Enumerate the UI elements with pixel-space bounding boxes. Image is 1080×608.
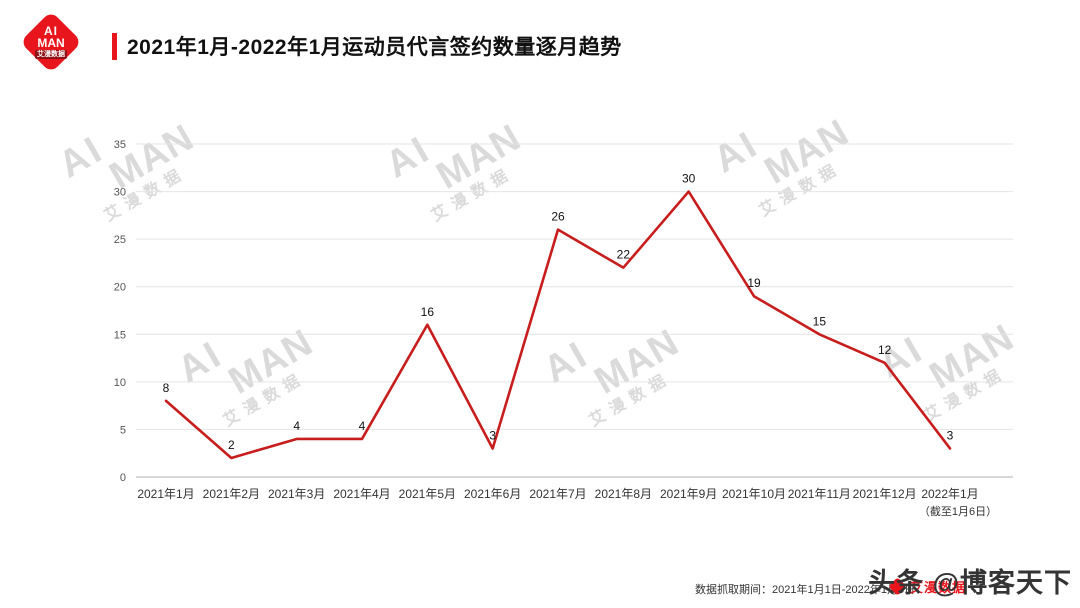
data-point-label: 30 <box>682 172 696 186</box>
logo-line-ai: AI <box>44 24 58 38</box>
y-tick-label: 35 <box>114 139 126 151</box>
y-tick-label: 10 <box>114 377 126 389</box>
y-tick-label: 30 <box>114 187 126 199</box>
logo-line-cn: 艾漫数据 <box>35 50 67 59</box>
x-tick-label: 2021年8月 <box>595 487 652 501</box>
x-tick-label: 2021年10月 <box>722 487 786 501</box>
x-tick-label: 2021年4月 <box>333 487 390 501</box>
trend-line <box>164 190 952 460</box>
data-point-label: 8 <box>163 381 170 395</box>
page-title: 2021年1月-2022年1月运动员代言签约数量逐月趋势 <box>127 36 622 59</box>
y-tick-label: 0 <box>120 472 126 484</box>
x-tick-label: 2021年12月 <box>853 487 917 501</box>
x-tick-label: 2021年11月 <box>788 487 851 501</box>
footer-aiman-logo: 艾漫数据 <box>888 577 966 596</box>
data-point-label: 16 <box>421 305 435 319</box>
title-block: 2021年1月-2022年1月运动员代言签约数量逐月趋势 <box>112 31 622 61</box>
x-tick-label: 2021年6月 <box>464 487 521 501</box>
x-axis-note: （截至1月6日） <box>919 504 997 518</box>
x-tick-label: 2021年9月 <box>660 487 717 501</box>
x-tick-label: 2021年7月 <box>529 487 586 501</box>
x-tick-label: 2022年1月 <box>921 487 978 501</box>
footer-logo-text: 艾漫数据 <box>910 580 967 595</box>
x-tick-label: 2021年2月 <box>203 487 260 501</box>
x-tick-label: 2021年1月 <box>137 487 194 501</box>
data-point-label: 4 <box>293 419 300 433</box>
aiman-logo: AI MAN 艾漫数据 <box>19 10 83 74</box>
logo-text: AI MAN 艾漫数据 <box>20 11 82 73</box>
data-point-label: 22 <box>617 248 631 262</box>
data-point-label: 2 <box>228 438 235 452</box>
x-tick-label: 2021年5月 <box>399 487 456 501</box>
data-point-label: 3 <box>489 428 496 442</box>
data-point-label: 12 <box>878 343 892 357</box>
data-point-label: 3 <box>947 428 954 442</box>
line-chart: 0 5 10 15 20 25 30 35 2021年1月 2021年2月 2021年3月 2021年… <box>98 116 1048 528</box>
data-point-label: 19 <box>747 276 761 290</box>
logo-line-man: MAN <box>37 36 65 50</box>
y-tick-label: 25 <box>114 234 126 246</box>
line-chart-svg: 0 5 10 15 20 25 30 35 2021年1月 2021年2月 2021年3月 2021年… <box>114 139 1013 518</box>
title-accent-bar <box>112 32 117 60</box>
data-point-label: 4 <box>359 419 366 433</box>
x-tick-label: 2021年3月 <box>268 487 325 501</box>
data-point-label: 26 <box>551 210 565 224</box>
y-tick-label: 20 <box>114 282 126 294</box>
data-period-note: 数据抓取期间：2021年1月1日-2022年1月6日 <box>695 584 916 596</box>
data-point-label: 15 <box>813 314 827 328</box>
y-tick-label: 5 <box>120 424 126 436</box>
y-tick-label: 15 <box>114 329 126 341</box>
social-watermark: 头条 @博客天下 <box>868 568 1072 598</box>
